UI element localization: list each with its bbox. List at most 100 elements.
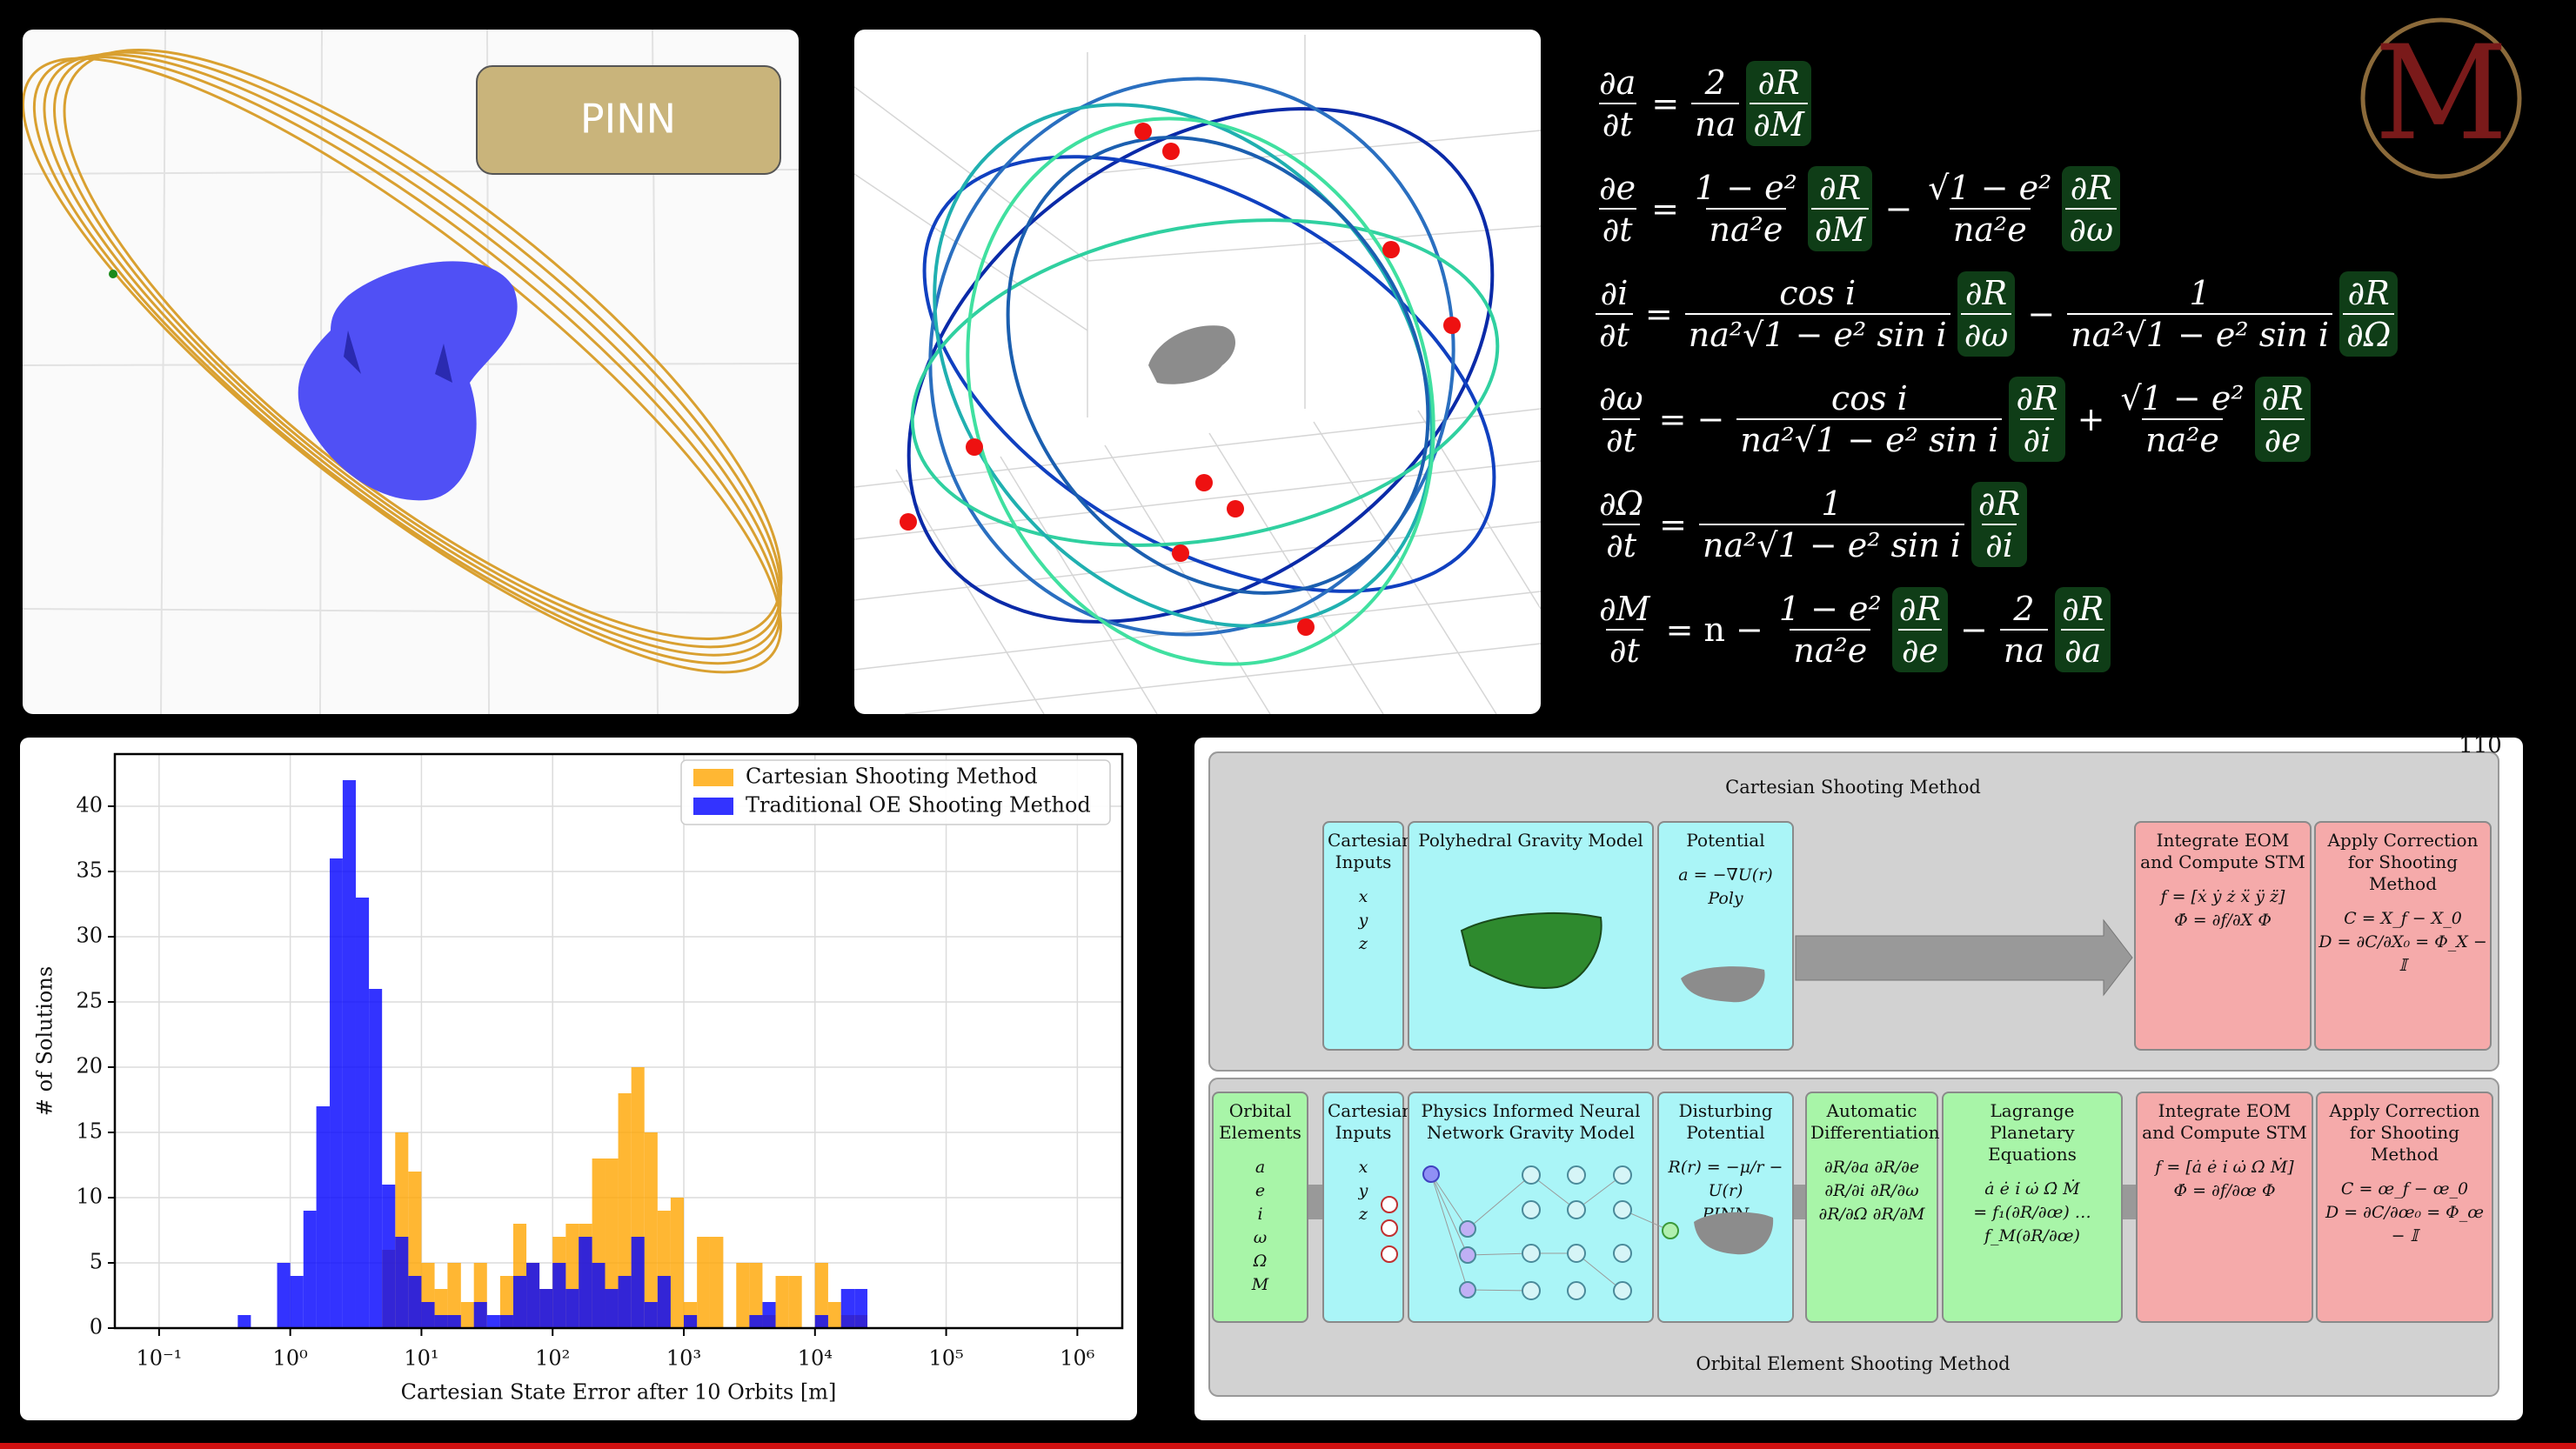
highlighted-fraction: ∂R ∂e	[2254, 376, 2311, 462]
numerator: √1 − e²	[1928, 168, 2052, 207]
flow-connector	[1308, 1185, 1323, 1219]
box-title: Polyhedral Gravity Model	[1418, 830, 1643, 851]
x-axis-label: Cartesian State Error after 10 Orbits [m…	[401, 1380, 837, 1405]
fraction: 1 na²√1 − e² sin i	[1699, 484, 1964, 565]
numerator: cos i	[1779, 273, 1857, 312]
legend-box	[680, 759, 1111, 825]
operator: =	[1644, 294, 1673, 333]
denominator: ∂i	[2019, 417, 2055, 460]
histogram-bar	[827, 1302, 841, 1328]
box-line: a = −∇U(r)	[1678, 865, 1773, 885]
pinn-badge	[476, 65, 781, 175]
fraction: 1 na²√1 − e² sin i	[2067, 273, 2333, 355]
logo-ring	[2360, 17, 2522, 179]
fraction: ∂a ∂t	[1596, 63, 1639, 144]
denominator: ∂ω	[2065, 207, 2118, 250]
numerator: ∂R	[1757, 63, 1800, 102]
histogram-bar	[749, 1263, 763, 1328]
box-title: Orbital Elements	[1219, 1100, 1301, 1143]
box-title: Automatic Differentiation	[1810, 1100, 1940, 1143]
histogram-bar	[657, 1276, 671, 1328]
histogram: 0 5 10 15 20 25 30 35 40 10⁻¹ 10⁰ 10¹ 10² 10³ 10⁴ 10⁵ 10…	[33, 752, 1124, 1405]
box-line: x	[1358, 887, 1368, 906]
box-line: ω	[1253, 1228, 1268, 1247]
histogram-bar	[460, 1302, 474, 1328]
operator: =	[1659, 504, 1687, 544]
histogram-bar	[644, 1132, 658, 1328]
box-line: x	[1358, 1158, 1368, 1177]
fraction: cos i na²√1 − e² sin i	[1684, 273, 1950, 355]
histogram-bar	[565, 1289, 579, 1328]
process-box: Physics Informed Neural Network Gravity …	[1408, 1092, 1654, 1323]
histogram-bar	[854, 1289, 868, 1328]
denominator: ∂ω	[1960, 312, 2012, 355]
box-line: Φ̇ = ∂f/∂X Φ	[2174, 911, 2272, 930]
box-content: f = [ȧ ė i̇ ω̇ Ω̇ Ṁ] Φ̇ = ∂f/∂œ Φ	[2138, 1156, 2312, 1203]
equation: ∂i ∂t = cos i na²√1 − e² sin i ∂R ∂ω −1 na²√1 − …	[1592, 261, 2401, 366]
box-line: z	[1358, 1205, 1368, 1224]
legend-label: Cartesian Shooting Method	[746, 765, 1038, 789]
histogram-bar	[762, 1302, 776, 1328]
fraction: ∂M ∂t	[1596, 589, 1654, 671]
box-title: Cartesian Inputs	[1328, 830, 1414, 872]
denominator: na	[1999, 628, 2049, 671]
histogram-bar	[421, 1302, 435, 1328]
pinn-label: PINN	[580, 96, 676, 143]
denominator: ∂e	[1897, 628, 1942, 671]
y-tick-label: 0	[90, 1315, 103, 1339]
box-content: R(r) = −μ/r − U(r) PINN	[1659, 1156, 1792, 1226]
fraction: 1 − e² na²e	[1691, 168, 1801, 250]
histogram-bar	[709, 1237, 724, 1328]
histogram-bar	[840, 1289, 855, 1328]
fraction: 2 na	[1691, 63, 1740, 144]
histogram-bar	[749, 1315, 763, 1328]
numerator: ∂R	[1964, 273, 2008, 312]
histogram-bar	[369, 989, 383, 1328]
fraction: ∂Ω ∂t	[1596, 484, 1647, 565]
histogram-panel	[20, 738, 1137, 1420]
fraction: ∂e ∂t	[1596, 168, 1639, 250]
denominator: ∂t	[1602, 417, 1640, 460]
histogram-bar	[447, 1315, 461, 1328]
denominator: na²e	[1790, 628, 1871, 671]
numerator: 1 − e²	[1694, 168, 1797, 207]
fraction: 2 na	[1999, 589, 2049, 671]
equation: ∂M ∂t = n −1 − e² na²e ∂R ∂e −2 na ∂R ∂a	[1592, 577, 2401, 682]
numerator: ∂ω	[1599, 378, 1643, 417]
operator: −	[2027, 294, 2056, 333]
box-line: Poly	[1708, 889, 1743, 908]
box-content: f = [ẋ ẏ ż ẍ ÿ z̈] Φ̇ = ∂f/∂X Φ	[2136, 885, 2310, 932]
plot-frame	[113, 752, 1124, 1330]
box-line: = f₁(∂R/∂œ) … f_M(∂R/∂œ)	[1973, 1203, 2091, 1245]
numerator: ∂Ω	[1599, 484, 1644, 523]
numerator: ∂i	[1600, 273, 1629, 312]
highlighted-fraction: ∂R ∂a	[2055, 586, 2111, 672]
denominator: na²√1 − e² sin i	[2067, 312, 2333, 355]
histogram-bar	[592, 1263, 606, 1328]
flow-connector	[1794, 1185, 1806, 1219]
x-tick-label: 10⁻¹	[136, 1346, 182, 1371]
box-title: Apply Correction for Shooting Method	[2327, 830, 2479, 894]
denominator: ∂e	[2260, 417, 2305, 460]
histogram-bar	[382, 1185, 396, 1328]
histogram-bar	[238, 1315, 251, 1328]
section-label: Orbital Element Shooting Method	[1696, 1353, 2011, 1374]
box-content: ȧ ė i̇ ω̇ Ω̇ Ṁ = f₁(∂R/∂œ) … f_M(∂R/∂œ)	[1944, 1178, 2121, 1248]
numerator: ∂R	[1898, 589, 1942, 628]
box-line: Ω	[1253, 1252, 1268, 1271]
denominator: na	[1691, 102, 1740, 144]
box-line: Φ̇ = ∂f/∂œ Φ	[2173, 1181, 2276, 1200]
y-tick-label: 35	[76, 858, 103, 883]
denominator: ∂i	[1982, 523, 2017, 565]
denominator: ∂M	[1750, 102, 1808, 144]
numerator: 2	[2013, 589, 2035, 628]
denominator: na²√1 − e² sin i	[1699, 523, 1964, 565]
numerator: 1 − e²	[1778, 589, 1882, 628]
denominator: ∂t	[1598, 207, 1636, 250]
box-title: Integrate EOM and Compute STM	[2142, 1100, 2307, 1143]
box-line: D = ∂C/∂œ₀ = Φ_œ − 𝕀	[2325, 1203, 2485, 1245]
box-line: f = [ẋ ẏ ż ẍ ÿ z̈]	[2160, 887, 2285, 906]
